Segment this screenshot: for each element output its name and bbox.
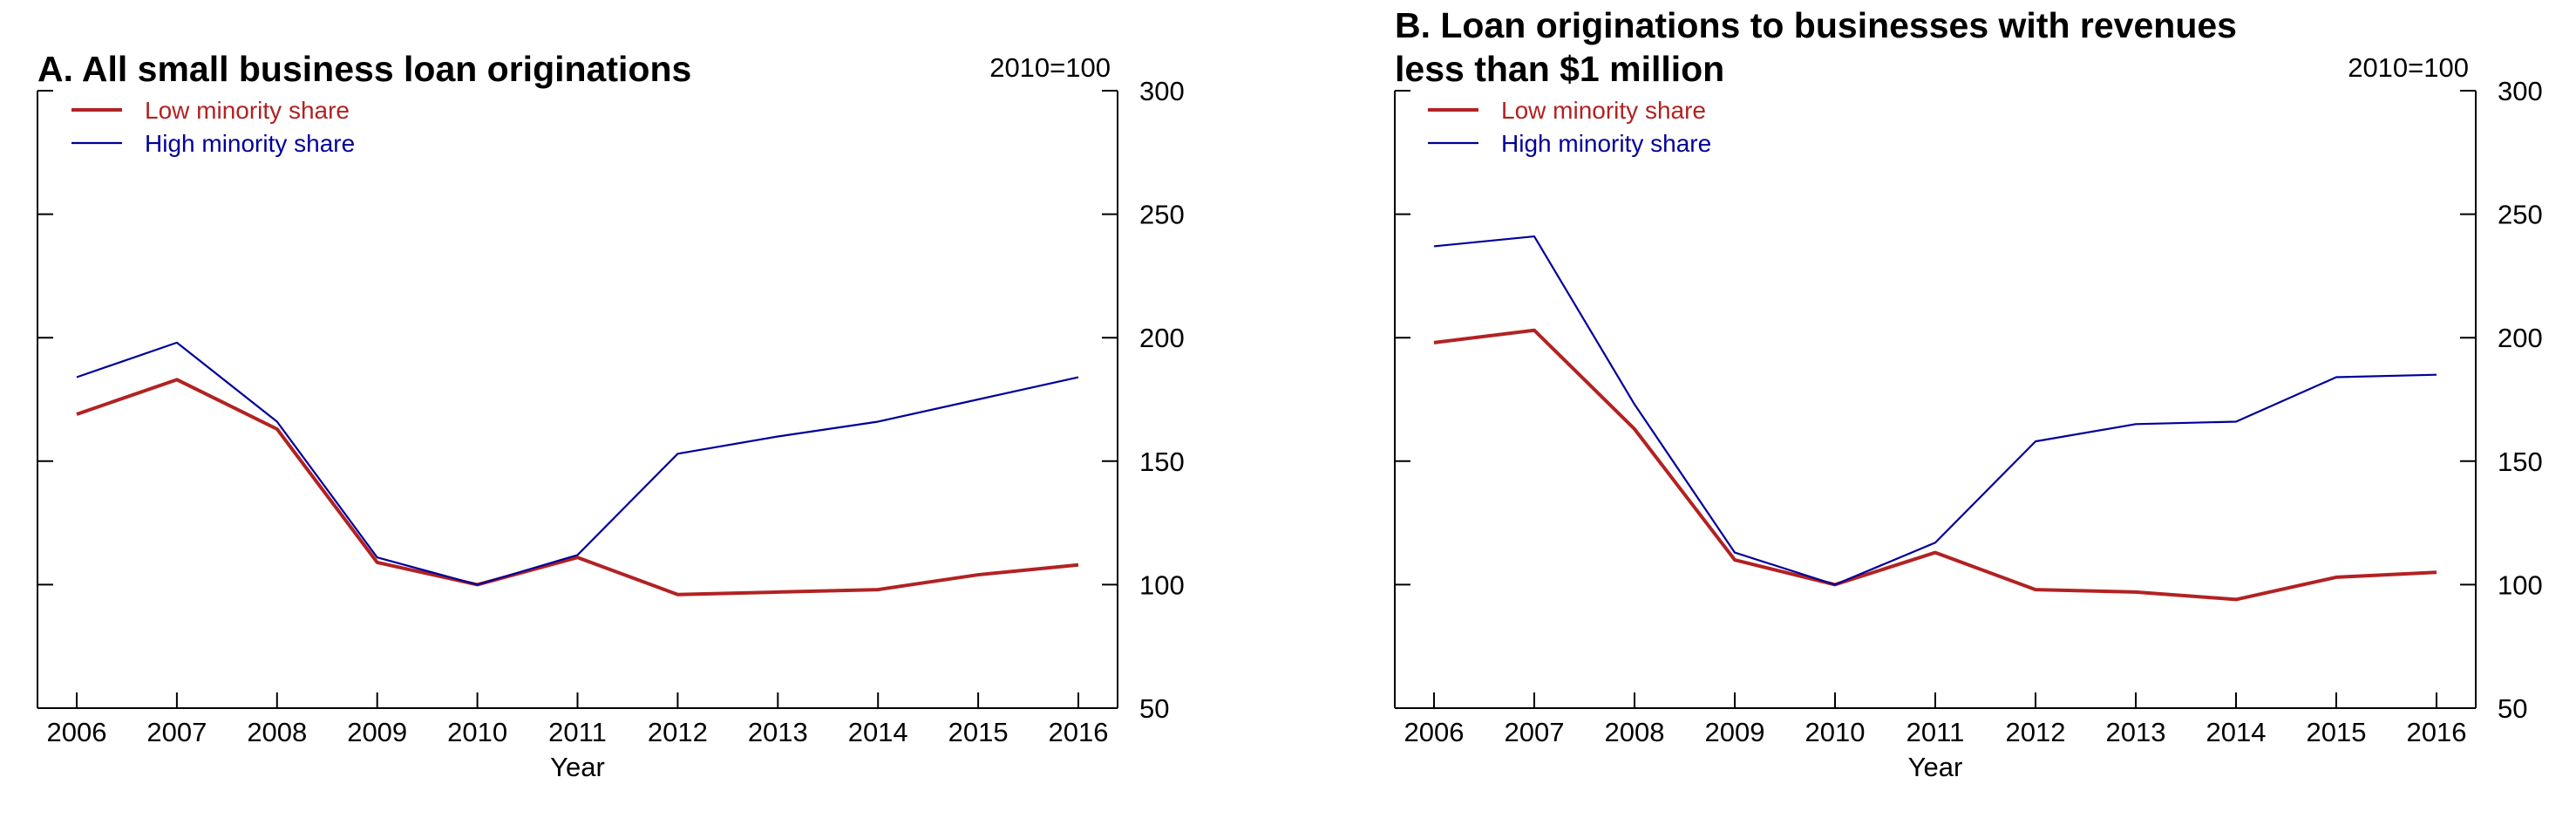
y-tick-label: 50 [1139, 693, 1169, 724]
chart-panel-b: B. Loan originations to businesses with … [1395, 5, 2543, 782]
chart-title-line: B. Loan originations to businesses with … [1395, 5, 2237, 45]
x-tick-label: 2016 [2407, 717, 2467, 747]
x-tick-label: 2009 [347, 717, 407, 747]
x-tick-label: 2013 [748, 717, 808, 747]
chart-title-line: A. All small business loan originations [37, 49, 691, 89]
x-tick-label: 2008 [1605, 717, 1665, 747]
x-tick-label: 2012 [648, 717, 708, 747]
y-tick-label: 100 [2498, 569, 2543, 600]
y-tick-label: 200 [2498, 323, 2543, 353]
x-tick-label: 2015 [948, 717, 1009, 747]
x-tick-label: 2012 [2006, 717, 2066, 747]
x-tick-label: 2014 [848, 717, 908, 747]
y-tick-label: 200 [1139, 323, 1185, 353]
x-tick-label: 2016 [1049, 717, 1109, 747]
units-label: 2010=100 [989, 52, 1111, 83]
x-tick-label: 2006 [1404, 717, 1465, 747]
x-tick-label: 2006 [47, 717, 107, 747]
legend-label: High minority share [145, 130, 355, 157]
x-tick-label: 2008 [247, 717, 307, 747]
x-tick-label: 2013 [2106, 717, 2166, 747]
y-tick-label: 150 [2498, 447, 2543, 477]
y-tick-label: 100 [1139, 569, 1185, 600]
y-tick-label: 300 [1139, 76, 1185, 106]
series-line-low-minority [77, 379, 1078, 594]
series-line-low-minority [1434, 331, 2437, 600]
x-tick-label: 2010 [447, 717, 507, 747]
y-tick-label: 300 [2498, 76, 2543, 106]
x-tick-label: 2010 [1805, 717, 1866, 747]
x-tick-label: 2011 [1907, 717, 1965, 747]
x-tick-label: 2014 [2206, 717, 2267, 747]
x-tick-label: 2011 [548, 717, 607, 747]
y-tick-label: 50 [2498, 693, 2527, 724]
units-label: 2010=100 [2348, 52, 2469, 83]
chart-title-line: less than $1 million [1395, 49, 1724, 89]
legend-label: Low minority share [1501, 97, 1706, 124]
x-axis-label: Year [1908, 752, 1963, 782]
series-line-high-minority [77, 343, 1078, 585]
x-tick-label: 2007 [146, 717, 207, 747]
legend-label: High minority share [1501, 130, 1711, 157]
x-tick-label: 2009 [1705, 717, 1765, 747]
series-line-high-minority [1434, 236, 2437, 584]
x-tick-label: 2007 [1505, 717, 1565, 747]
y-tick-label: 250 [1139, 200, 1185, 230]
x-axis-label: Year [550, 752, 605, 782]
y-tick-label: 150 [1139, 447, 1185, 477]
x-tick-label: 2015 [2307, 717, 2367, 747]
y-tick-label: 250 [2498, 200, 2543, 230]
legend-label: Low minority share [145, 97, 350, 124]
chart-panel-a: A. All small business loan originations 2… [37, 49, 1185, 782]
